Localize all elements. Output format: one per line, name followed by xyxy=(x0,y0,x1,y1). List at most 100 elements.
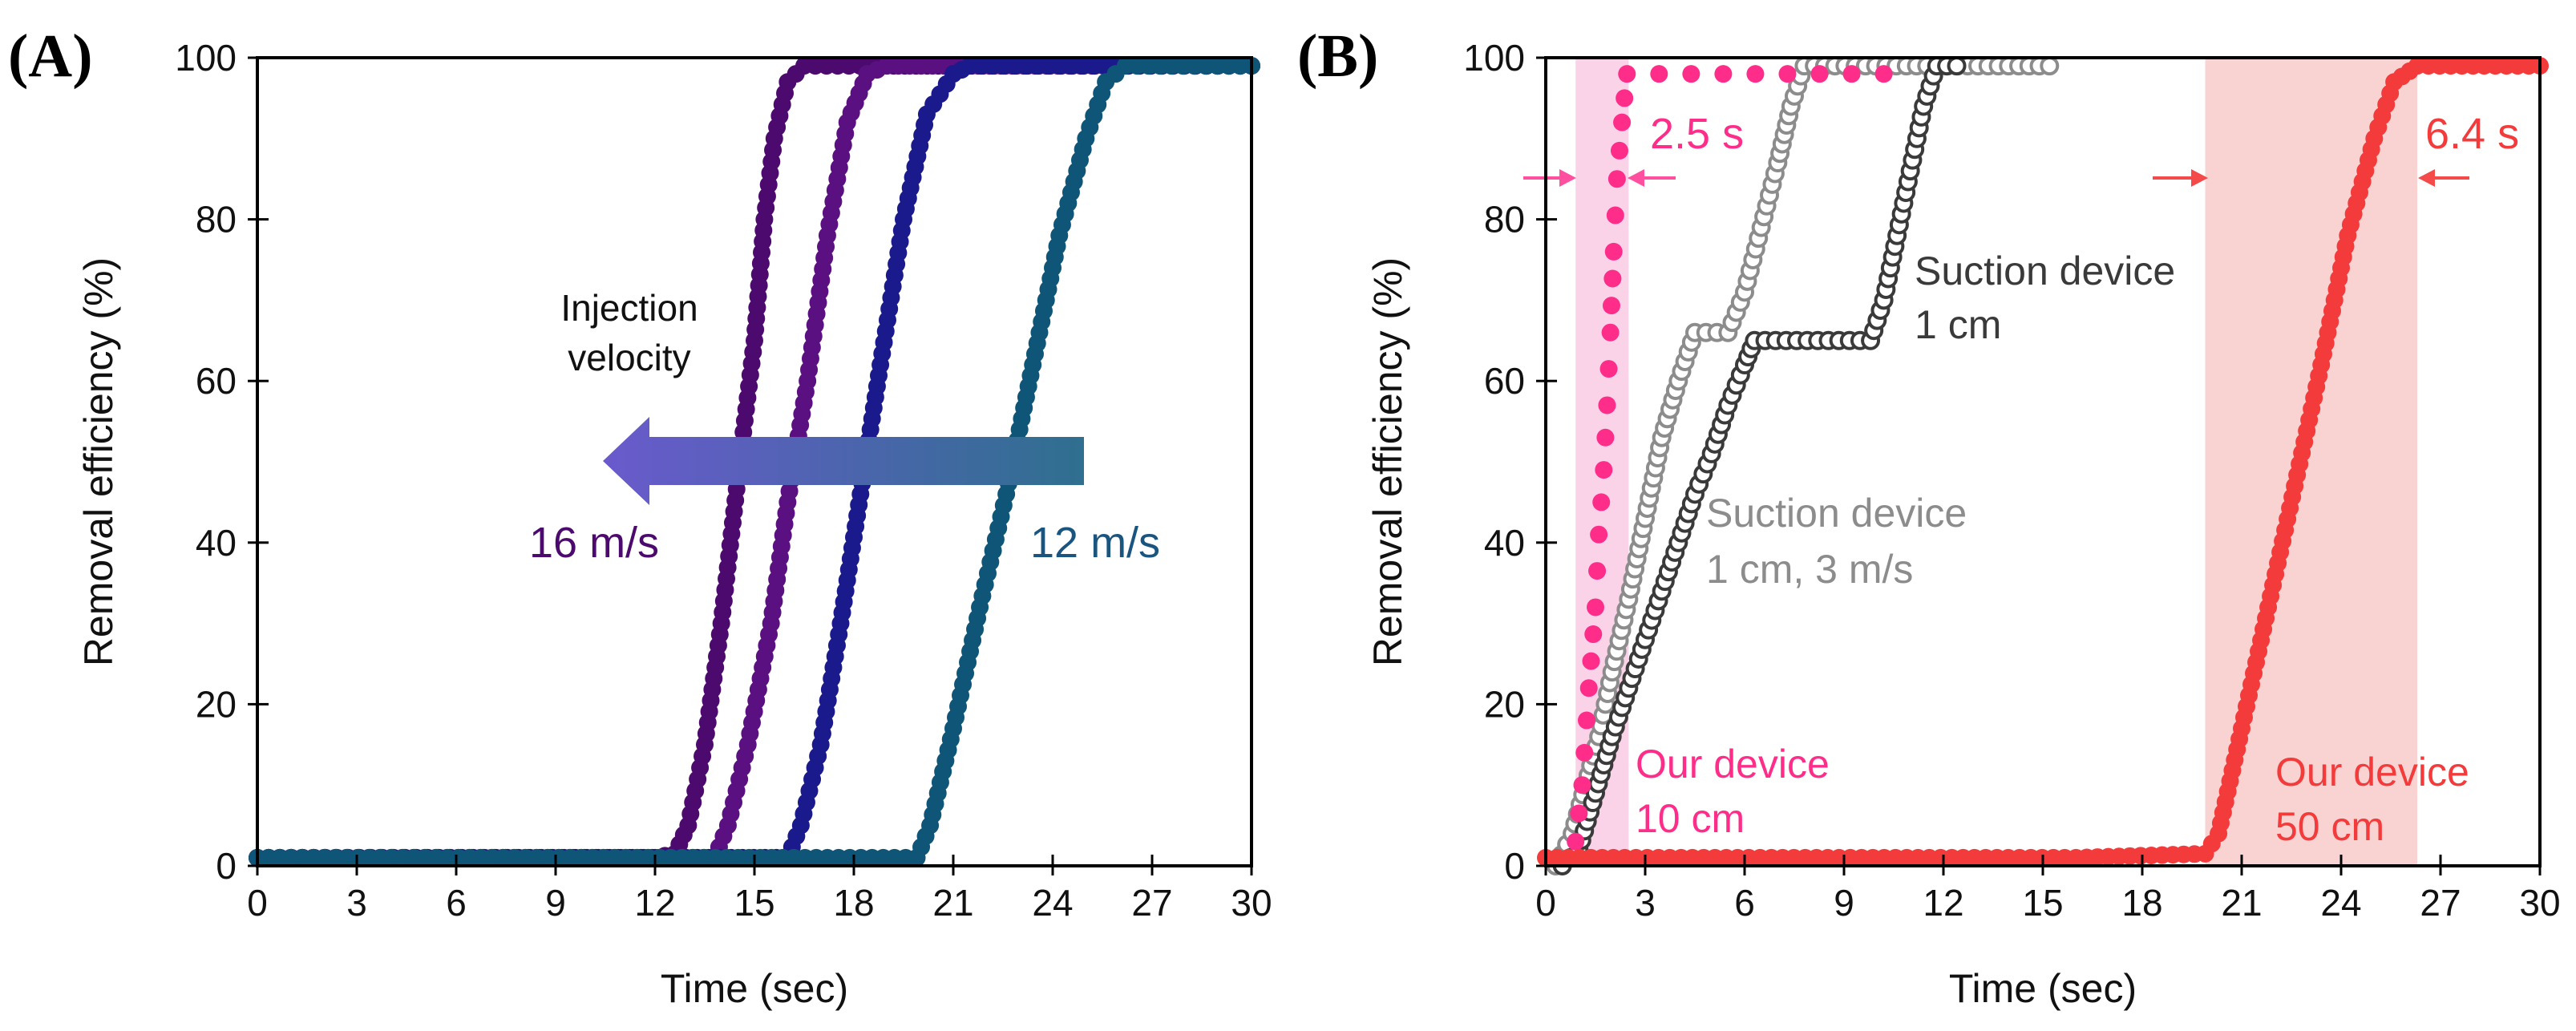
data-point xyxy=(1616,89,1634,107)
panel-b-y-axis-title: Removal efficiency (%) xyxy=(1365,257,1410,666)
x-tick-label: 24 xyxy=(1032,882,1073,924)
data-point xyxy=(1682,65,1700,83)
panel-a-y-axis-title: Removal efficiency (%) xyxy=(76,257,121,666)
band-50cm-duration: 6.4 s xyxy=(2153,110,2519,187)
x-tick-label: 3 xyxy=(1635,882,1656,924)
y-tick-label: 100 xyxy=(1463,37,1525,79)
y-tick-label: 100 xyxy=(175,37,237,79)
suction-device-1cm-label-line1: Suction device xyxy=(1915,249,2175,293)
data-point xyxy=(1596,428,1615,447)
series-our-device-50-cm xyxy=(1537,57,2549,867)
data-point xyxy=(1610,141,1628,160)
x-tick-label: 3 xyxy=(346,882,367,924)
x-tick-label: 21 xyxy=(932,882,973,924)
data-point xyxy=(1810,65,1829,83)
x-tick-label: 0 xyxy=(1535,882,1556,924)
y-tick-label: 60 xyxy=(1484,360,1525,402)
data-point xyxy=(1613,113,1632,131)
data-point xyxy=(1577,711,1595,730)
data-point xyxy=(1606,206,1624,224)
x-tick-label: 6 xyxy=(1734,882,1755,924)
panel-b-ticks: 0 3 6 9 12 15 18 21 24 27 30 0 20 40 60 80 100 xyxy=(1463,37,2560,924)
data-point xyxy=(1575,743,1594,762)
suction-device-3ms-label-line2: 1 cm, 3 m/s xyxy=(1706,547,1913,592)
suction-device-1cm-label-line2: 1 cm xyxy=(1915,302,2001,347)
x-tick-label: 27 xyxy=(1131,882,1172,924)
data-point xyxy=(1842,65,1861,83)
x-tick-label: 30 xyxy=(2519,882,2560,924)
band-10cm-duration-label: 2.5 s xyxy=(1650,110,1744,158)
x-tick-label: 0 xyxy=(247,882,268,924)
suction-device-3ms-label-line1: Suction device xyxy=(1706,491,1967,536)
data-point xyxy=(1584,625,1603,644)
x-tick-label: 12 xyxy=(634,882,675,924)
band-10cm-right-arrowhead xyxy=(1628,169,1644,187)
injection-velocity-label-line2: velocity xyxy=(568,337,690,378)
x-tick-label: 24 xyxy=(2320,882,2361,924)
x-tick-label: 18 xyxy=(2121,882,2162,924)
data-point xyxy=(1582,652,1600,670)
data-point xyxy=(1573,776,1591,794)
injection-velocity-arrow xyxy=(603,417,1084,505)
panel-a-ticks: 0 3 6 9 12 15 18 21 24 27 30 0 20 40 60 80 100 xyxy=(175,37,1272,924)
panel-a-label: (A) xyxy=(8,22,93,90)
panel-b-x-axis-title: Time (sec) xyxy=(1949,966,2137,1011)
panel-b-label: (B) xyxy=(1297,22,1378,90)
y-tick-label: 80 xyxy=(196,199,237,241)
data-point xyxy=(1567,832,1585,851)
our-device-50cm-label-line2: 50 cm xyxy=(2275,804,2384,849)
label-12-ms: 12 m/s xyxy=(1030,519,1160,567)
y-tick-label: 40 xyxy=(196,522,237,564)
data-point xyxy=(1601,323,1620,342)
x-tick-label: 21 xyxy=(2221,882,2262,924)
y-tick-label: 60 xyxy=(196,360,237,402)
y-tick-label: 40 xyxy=(1484,522,1525,564)
panel-b-data xyxy=(1537,56,2549,875)
data-point xyxy=(1603,269,1622,288)
y-tick-label: 20 xyxy=(1484,683,1525,725)
data-point xyxy=(1746,65,1765,83)
data-point xyxy=(1604,242,1623,261)
data-point xyxy=(1579,679,1598,697)
panel-b-bands xyxy=(1575,58,2418,866)
data-point xyxy=(1778,65,1797,83)
data-point xyxy=(1598,396,1616,414)
data-point xyxy=(1650,65,1668,83)
data-point xyxy=(1587,598,1604,617)
band-50cm-left-arrowhead xyxy=(2191,169,2208,187)
x-tick-label: 6 xyxy=(446,882,467,924)
panel-b: (B) 2.5 s 6.4 s Suction device 1 cm Suct… xyxy=(1297,22,2561,1011)
injection-velocity-label-line1: Injection xyxy=(560,287,698,329)
band-50cm-right-arrowhead xyxy=(2418,169,2435,187)
x-tick-label: 9 xyxy=(545,882,566,924)
y-tick-label: 20 xyxy=(196,683,237,725)
data-point xyxy=(1599,360,1618,378)
data-point xyxy=(1592,493,1611,511)
y-tick-label: 0 xyxy=(216,845,237,887)
our-device-10cm-label-line1: Our device xyxy=(1636,742,1830,786)
data-point xyxy=(1588,562,1607,580)
series-our-device-10-cm xyxy=(1567,65,1893,851)
x-tick-label: 9 xyxy=(1834,882,1854,924)
label-16-ms: 16 m/s xyxy=(529,519,659,567)
x-tick-label: 30 xyxy=(1231,882,1272,924)
data-point xyxy=(1714,65,1733,83)
band-50cm-duration-label: 6.4 s xyxy=(2425,110,2519,158)
data-point xyxy=(1618,65,1636,83)
band-10cm-left-arrowhead xyxy=(1559,169,1576,187)
panel-a-data xyxy=(249,57,1260,867)
data-point xyxy=(1947,56,1967,76)
data-point xyxy=(1595,461,1613,479)
x-tick-label: 15 xyxy=(2022,882,2063,924)
band-10cm-duration: 2.5 s xyxy=(1523,110,1744,187)
x-tick-label: 27 xyxy=(2420,882,2461,924)
data-point xyxy=(1874,65,1893,83)
y-tick-label: 0 xyxy=(1504,845,1525,887)
our-device-50cm-label-line1: Our device xyxy=(2275,750,2469,794)
data-point xyxy=(1602,297,1620,315)
panel-a-x-axis-title: Time (sec) xyxy=(661,966,848,1011)
our-device-10cm-label-line2: 10 cm xyxy=(1636,796,1745,841)
series-suction-device-1-cm xyxy=(1552,56,1967,875)
panel-a: (A) Injection velocity 16 m/s 12 m/s 0 3 6… xyxy=(8,22,1272,1011)
